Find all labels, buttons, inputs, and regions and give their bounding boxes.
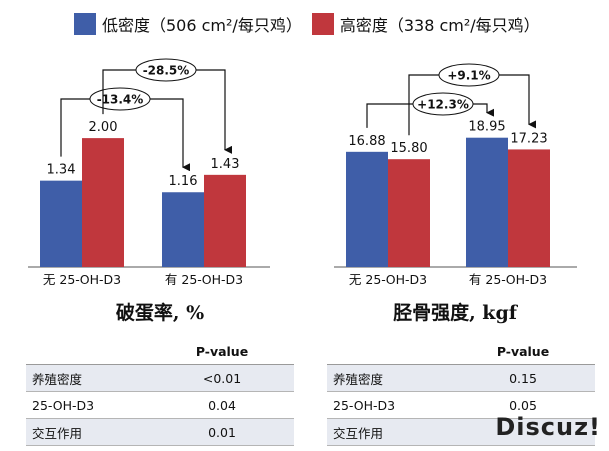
table-row: 交互作用	[327, 418, 595, 446]
x-tick-label: 无 25-OH-D3	[349, 272, 427, 287]
table-cell: 交互作用	[327, 418, 451, 446]
legend-item-high-density: 高密度（338 cm²/每只鸡）	[311, 12, 540, 36]
table-cell: 0.04	[150, 391, 294, 419]
table-header-cell	[327, 338, 451, 365]
watermark: Discuz!	[495, 413, 601, 441]
tibia-strength-chart: 16.88 15.80 无 25-OH-D3 18.95 17.23 有 25-OH-D3…	[334, 63, 577, 287]
x-tick-label: 有 25-OH-D3	[165, 272, 243, 287]
table-row: 养殖密度 <0.01	[26, 364, 294, 392]
x-tick-label: 有 25-OH-D3	[469, 272, 547, 287]
legend-label-low-density: 低密度（506 cm²/每只鸡）	[102, 16, 302, 35]
change-annotation: -13.4%	[60, 87, 190, 172]
chart-caption-breakage-rate: 破蛋率, %	[115, 302, 205, 324]
data-label: 16.88	[348, 134, 385, 149]
legend: 低密度（506 cm²/每只鸡） 高密度（338 cm²/每只鸡）	[74, 10, 550, 38]
bar	[162, 192, 204, 267]
bar	[388, 159, 430, 267]
change-annotation: -28.5%	[102, 58, 232, 154]
bar	[40, 180, 82, 267]
annotation-bubble	[438, 63, 500, 87]
annotation-bubble	[89, 87, 151, 111]
bar	[204, 174, 246, 267]
table-header-row: P-value	[327, 338, 595, 365]
bar	[508, 149, 550, 267]
annotation-label: +12.3%	[417, 98, 469, 112]
p-value-table-breakage: P-value 养殖密度 <0.01 25-OH-D3 0.04 交互作用 0.…	[26, 338, 294, 446]
x-tick-label: 无 25-OH-D3	[43, 272, 121, 287]
data-label: 15.80	[390, 141, 427, 156]
data-label: 18.95	[468, 120, 505, 135]
annotation-bubble	[135, 58, 197, 82]
breakage-rate-chart: 1.34 2.00 无 25-OH-D3 1.16 1.43 有 25-OH-D3 -13.…	[28, 58, 270, 287]
data-label: 1.34	[47, 163, 76, 178]
table-header-cell: P-value	[150, 338, 294, 365]
annotation-label: -13.4%	[97, 93, 144, 107]
table-row: 25-OH-D3 0.04	[26, 391, 294, 419]
table-cell: 25-OH-D3	[327, 391, 451, 419]
data-label: 17.23	[510, 131, 547, 146]
table-cell	[451, 418, 595, 446]
table-cell: 交互作用	[26, 418, 150, 446]
table-row: 25-OH-D3 0.05	[327, 391, 595, 419]
table-header-cell	[26, 338, 150, 365]
table-header-cell: P-value	[451, 338, 595, 365]
data-label: 1.43	[211, 157, 240, 172]
table-cell: 0.05	[451, 391, 595, 419]
table-header-row: P-value	[26, 338, 294, 365]
table-cell: 养殖密度	[327, 364, 451, 392]
table-cell: 0.15	[451, 364, 595, 392]
p-value-table-tibia: P-value 养殖密度 0.15 25-OH-D3 0.05 交互作用	[327, 338, 595, 446]
table-row: 养殖密度 0.15	[327, 364, 595, 392]
data-label: 1.16	[169, 174, 198, 189]
bar	[466, 137, 508, 267]
bar	[346, 151, 388, 267]
legend-item-low-density: 低密度（506 cm²/每只鸡）	[74, 12, 302, 36]
change-annotation: +9.1%	[408, 63, 536, 136]
annotation-label: -28.5%	[143, 64, 190, 78]
legend-swatch-high-density	[311, 13, 334, 35]
table-row: 交互作用 0.01	[26, 418, 294, 446]
data-label: 2.00	[89, 120, 118, 135]
change-annotation: +12.3%	[366, 92, 494, 128]
legend-swatch-low-density	[74, 13, 96, 35]
table-cell: 25-OH-D3	[26, 391, 150, 419]
chart-caption-tibia-strength: 胫骨强度, kgf	[393, 302, 517, 324]
bar	[82, 138, 124, 267]
annotation-bubble	[412, 92, 474, 116]
table-cell: 养殖密度	[26, 364, 150, 392]
table-cell: 0.01	[150, 418, 294, 446]
annotation-label: +9.1%	[447, 69, 490, 83]
legend-label-high-density: 高密度（338 cm²/每只鸡）	[339, 16, 540, 35]
table-cell: <0.01	[150, 364, 294, 392]
